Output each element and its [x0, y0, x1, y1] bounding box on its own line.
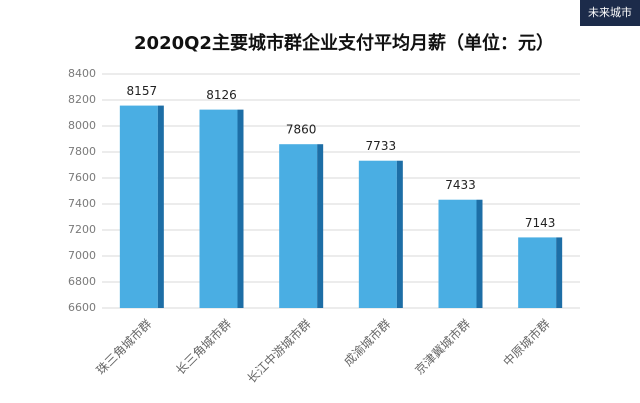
y-tick-label: 7200: [68, 223, 96, 236]
bar-side: [237, 109, 244, 309]
value-label: 7143: [525, 216, 556, 230]
y-tick-label: 7000: [68, 249, 96, 262]
value-label: 8126: [206, 88, 237, 102]
y-tick-label: 8200: [68, 93, 96, 106]
logo-box: [580, 0, 640, 26]
y-tick-label: 7800: [68, 145, 96, 158]
bar-side: [317, 144, 324, 308]
y-tick-label: 7600: [68, 171, 96, 184]
bar: [358, 160, 397, 308]
bar-side: [396, 160, 403, 308]
chart-title: 2020Q2主要城市群企业支付平均月薪（单位：元）: [134, 32, 554, 54]
y-tick-label: 8000: [68, 119, 96, 132]
y-tick-label: 6600: [68, 301, 96, 314]
logo-text: 未来城市: [588, 5, 632, 19]
bar-side: [476, 199, 483, 308]
bar: [199, 109, 238, 309]
bar: [518, 237, 557, 308]
bar-side: [556, 237, 563, 308]
value-label: 7860: [286, 123, 317, 137]
value-label: 7733: [366, 139, 397, 153]
bar-side: [157, 105, 164, 308]
bar: [119, 105, 158, 308]
bar: [279, 144, 318, 308]
y-tick-label: 7400: [68, 197, 96, 210]
value-label: 8157: [127, 84, 158, 98]
value-label: 7433: [445, 178, 476, 192]
y-tick-label: 6800: [68, 275, 96, 288]
bar: [438, 199, 477, 308]
y-tick-label: 8400: [68, 67, 96, 80]
